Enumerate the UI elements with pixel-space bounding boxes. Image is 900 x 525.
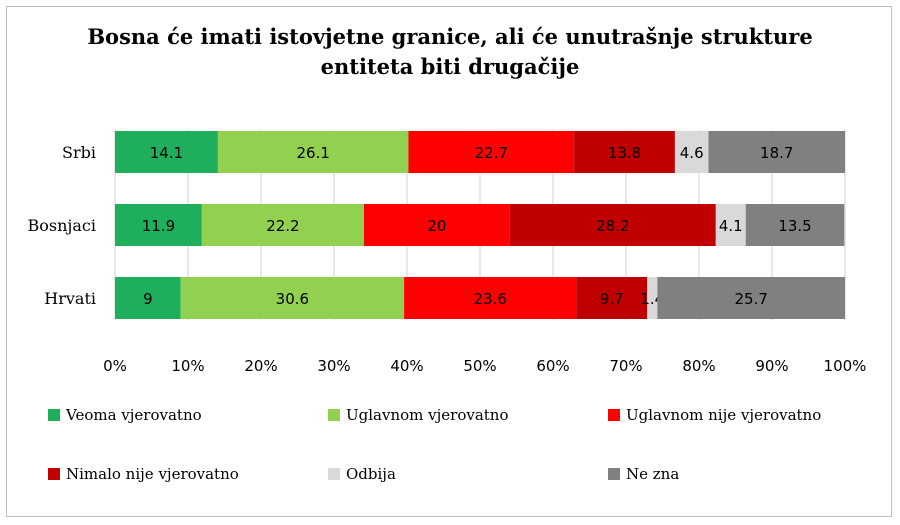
bar-segment [115,204,202,246]
data-label: 14.1 [150,144,183,162]
bar-segment [509,204,716,246]
legend: Veoma vjerovatno Uglavnom vjerovatno Uglav… [48,406,821,483]
data-label: 13.8 [608,144,641,162]
bar-segment [576,277,648,319]
bar-segment [408,131,575,173]
data-label: 26.1 [296,144,329,162]
data-label: 23.6 [474,290,507,308]
bar-segment [115,131,218,173]
bars: 14.1 26.1 22.7 13.8 4.6 18.7 11.9 22.2 20 28.2 4.1… [115,131,845,319]
bar-segment [657,277,845,319]
legend-swatch [328,468,340,480]
chart-frame [6,6,892,517]
data-label: 28.2 [596,217,629,235]
data-label: 4.1 [719,217,743,235]
data-label: 22.2 [266,217,299,235]
data-label: 11.9 [142,217,175,235]
legend-label: Odbija [346,465,396,483]
legend-swatch [608,409,620,421]
bar-segment [708,131,845,173]
bar-segment [647,277,658,319]
x-tick-label: 80% [682,357,715,375]
data-label: 4.6 [680,144,704,162]
x-tick-label: 20% [244,357,277,375]
data-label: 22.7 [475,144,508,162]
legend-label: Uglavnom vjerovatno [346,406,508,424]
chart-title: Bosna će imati istovjetne granice, ali ć… [87,24,813,79]
category-label: Srbi [62,143,96,162]
x-tick-label: 30% [317,357,350,375]
category-label: Bosnjaci [28,216,96,235]
category-labels: Srbi Bosnjaci Hrvati [28,143,96,308]
legend-swatch [608,468,620,480]
bar-segment [115,277,181,319]
bar-segment [363,204,510,246]
data-label: 13.5 [778,217,811,235]
bar-segment [745,204,845,246]
bar-segment [217,131,409,173]
category-label: Hrvati [44,289,96,308]
bar-segment [715,204,746,246]
legend-swatch [328,409,340,421]
bar-segment [404,277,577,319]
bar-segment [574,131,675,173]
x-tick-label: 60% [536,357,569,375]
legend-label: Ne zna [626,465,679,483]
bar-segment [201,204,364,246]
data-label: 20 [427,217,446,235]
x-tick-label: 40% [390,357,423,375]
x-tick-label: 70% [609,357,642,375]
x-tick-label: 10% [171,357,204,375]
data-label: 25.7 [734,290,767,308]
legend-swatch [48,468,60,480]
data-label: 9.7 [600,290,624,308]
data-label: 18.7 [760,144,793,162]
bar-segment [180,277,405,319]
data-label: 9 [143,290,153,308]
legend-label: Veoma vjerovatno [65,406,202,424]
x-tick-label: 90% [755,357,788,375]
legend-label: Nimalo nije vjerovatno [66,465,239,483]
data-label: 30.6 [276,290,309,308]
bar-segment [674,131,709,173]
x-tick-label: 0% [103,357,127,375]
x-tick-label: 100% [824,357,867,375]
x-axis-ticks: 0% 10% 20% 30% 40% 50% 60% 70% 80% 90% 100% [103,357,866,375]
x-tick-label: 50% [463,357,496,375]
legend-label: Uglavnom nije vjerovatno [626,406,821,424]
legend-swatch [48,409,60,421]
